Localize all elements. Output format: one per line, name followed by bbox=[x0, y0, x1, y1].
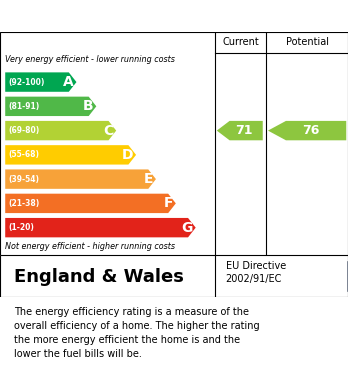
Text: (69-80): (69-80) bbox=[8, 126, 39, 135]
Text: The energy efficiency rating is a measure of the
overall efficiency of a home. T: The energy efficiency rating is a measur… bbox=[14, 307, 260, 359]
Polygon shape bbox=[5, 218, 196, 237]
Text: 71: 71 bbox=[235, 124, 253, 137]
Text: Current: Current bbox=[222, 37, 259, 47]
Polygon shape bbox=[5, 169, 156, 189]
Text: B: B bbox=[83, 99, 94, 113]
Text: (21-38): (21-38) bbox=[8, 199, 39, 208]
Polygon shape bbox=[268, 121, 346, 140]
Text: (39-54): (39-54) bbox=[8, 175, 39, 184]
Polygon shape bbox=[5, 121, 116, 140]
Text: (55-68): (55-68) bbox=[8, 151, 39, 160]
Text: A: A bbox=[63, 75, 74, 89]
Text: (92-100): (92-100) bbox=[8, 77, 45, 86]
Text: Not energy efficient - higher running costs: Not energy efficient - higher running co… bbox=[5, 242, 175, 251]
Polygon shape bbox=[5, 72, 77, 92]
Text: England & Wales: England & Wales bbox=[14, 268, 184, 286]
Text: Potential: Potential bbox=[286, 37, 329, 47]
Text: (1-20): (1-20) bbox=[8, 223, 34, 232]
Text: Energy Efficiency Rating: Energy Efficiency Rating bbox=[10, 9, 232, 24]
Polygon shape bbox=[217, 121, 263, 140]
Text: G: G bbox=[182, 221, 193, 235]
Text: 76: 76 bbox=[302, 124, 319, 137]
Text: C: C bbox=[103, 124, 113, 138]
Text: Very energy efficient - lower running costs: Very energy efficient - lower running co… bbox=[5, 55, 175, 64]
Text: F: F bbox=[164, 196, 173, 210]
Text: D: D bbox=[122, 148, 133, 162]
Polygon shape bbox=[5, 194, 176, 213]
Polygon shape bbox=[5, 145, 136, 165]
Text: (81-91): (81-91) bbox=[8, 102, 39, 111]
FancyBboxPatch shape bbox=[347, 261, 348, 291]
Polygon shape bbox=[5, 97, 96, 116]
Text: EU Directive
2002/91/EC: EU Directive 2002/91/EC bbox=[226, 261, 286, 284]
Text: E: E bbox=[144, 172, 153, 186]
